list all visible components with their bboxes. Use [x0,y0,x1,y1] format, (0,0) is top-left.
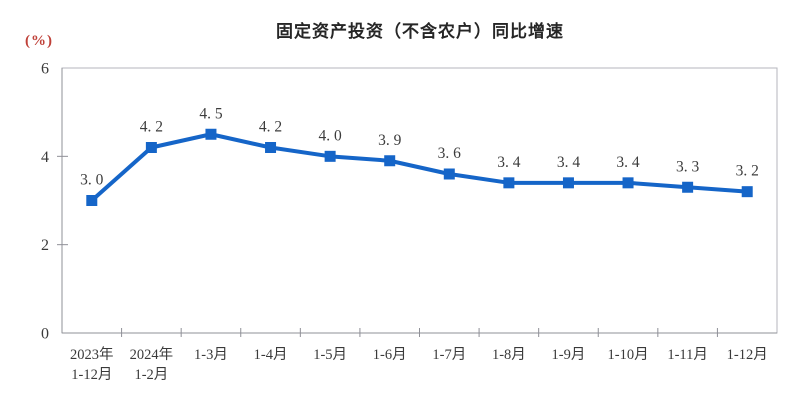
x-axis-label: 1-9月 [552,347,586,363]
y-axis-tick-label: 4 [41,149,49,166]
data-point-marker [384,155,396,167]
data-point-marker [145,142,157,153]
chart-title: 固定资产投资（不含农户）同比增速 [276,22,564,41]
data-point-marker [741,186,753,198]
x-axis-label: 1-12月 [727,347,768,363]
x-axis-label: 1-3月 [194,347,228,363]
data-point-marker [324,150,336,162]
data-point-label: 3. 2 [736,163,759,180]
data-point-label: 3. 4 [616,154,640,171]
x-axis-label: 1-8月 [492,347,526,363]
data-point-marker [265,142,277,153]
data-point-label: 3. 4 [497,154,521,171]
data-point-marker [503,177,515,189]
x-axis-label: 1-2月 [134,367,168,383]
data-point-label: 3. 9 [378,132,402,149]
y-axis-tick-label: 0 [41,326,49,343]
data-point-marker [205,128,217,140]
x-axis-label: 1-7月 [432,347,466,363]
data-point-label: 4. 0 [319,127,343,144]
x-axis-label: 1-4月 [254,347,288,363]
x-axis-label: 1-11月 [667,347,708,363]
data-point-label: 4. 2 [140,119,163,136]
data-point-label: 4. 2 [259,119,282,136]
data-point-marker [562,177,574,189]
data-point-marker [443,168,455,180]
x-axis-label: 1-5月 [313,347,347,363]
x-axis-label: 1-6月 [373,347,407,363]
data-point-label: 3. 4 [557,154,581,171]
data-point-marker [86,195,98,206]
y-axis-tick-label: 6 [41,61,49,78]
plot-border [61,67,778,334]
x-axis-label: 2023年 [70,346,114,363]
x-axis-label: 1-12月 [71,367,112,383]
y-axis-tick-label: 2 [41,237,49,254]
data-point-label: 4. 5 [199,105,223,122]
x-axis-label: 1-10月 [607,347,648,363]
trend-line [89,132,750,203]
data-point-marker [622,177,634,189]
data-point-label: 3. 3 [676,158,700,175]
data-point-marker [682,181,694,193]
data-point-label: 3. 0 [80,172,104,189]
y-axis-unit-label: (%) [25,33,53,49]
x-axis-label: 2024年 [130,346,174,363]
data-point-label: 3. 6 [438,145,462,162]
